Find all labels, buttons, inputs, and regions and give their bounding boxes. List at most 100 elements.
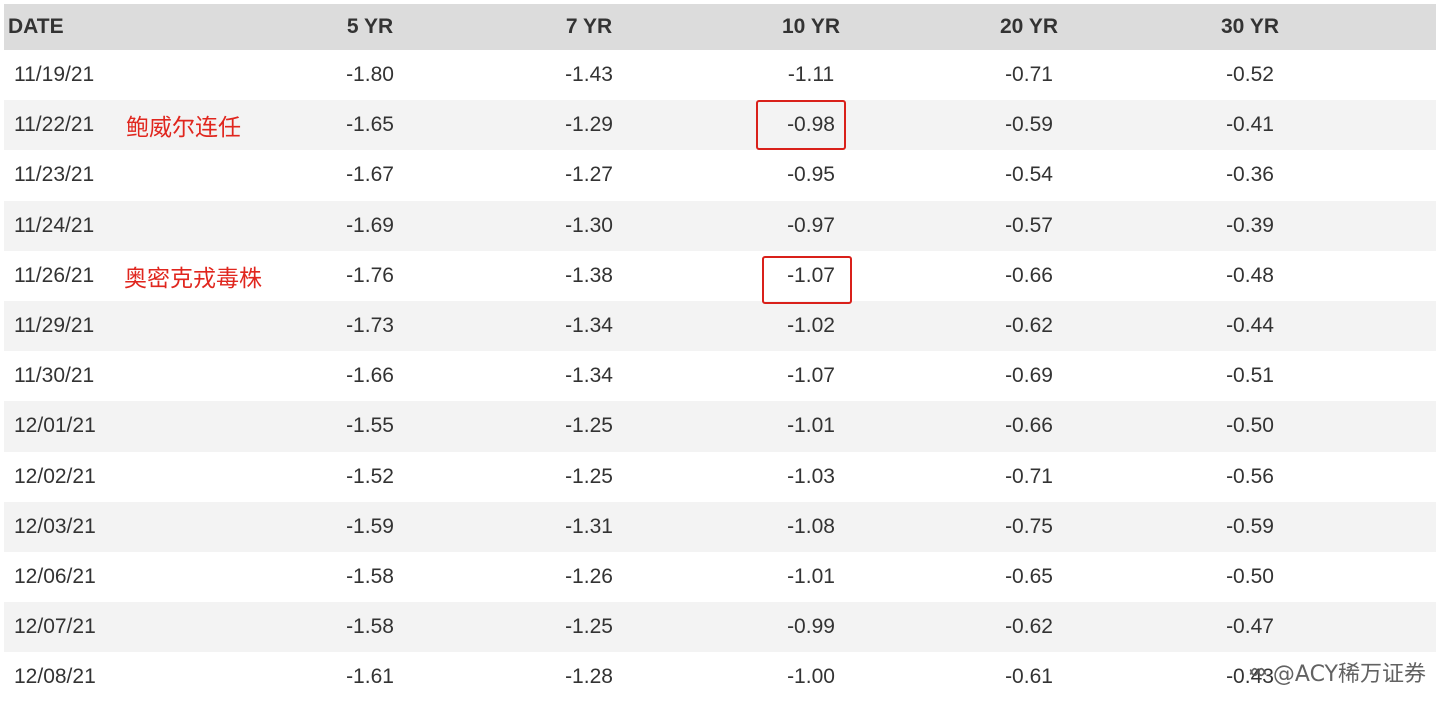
yield-table: DATE 5 YR 7 YR 10 YR 20 YR 30 YR 11/19/2…	[4, 4, 1436, 702]
table-row: 11/22/21 -1.65 -1.29 -0.98 -0.59 -0.41 鲍威尔连任	[4, 100, 1436, 151]
table-body: 11/19/21 -1.80 -1.43 -1.11 -0.71 -0.52 11/22/2…	[4, 50, 1436, 702]
cell-7yr: -1.30	[565, 213, 613, 237]
cell-5yr: -1.58	[346, 615, 394, 639]
cell-5yr: -1.59	[346, 514, 394, 538]
cell-10yr: -1.08	[787, 514, 835, 538]
header-20yr: 20 YR	[1000, 15, 1058, 38]
cell-5yr: -1.65	[346, 113, 394, 137]
cell-7yr: -1.25	[565, 464, 613, 488]
cell-date: 11/19/21	[14, 63, 95, 87]
cell-5yr: -1.76	[346, 263, 394, 287]
table-row: 11/23/21 -1.67 -1.27 -0.95 -0.54 -0.36	[4, 150, 1436, 200]
cell-7yr: -1.26	[565, 564, 613, 588]
cell-5yr: -1.69	[346, 213, 394, 237]
table-row: 11/30/21 -1.66 -1.34 -1.07 -0.69 -0.51	[4, 351, 1436, 401]
cell-date: 12/02/21	[14, 464, 96, 488]
cell-20yr: -0.65	[1005, 564, 1053, 588]
header-10yr: 10 YR	[782, 15, 840, 38]
cell-date: 11/24/21	[14, 213, 95, 237]
cell-7yr: -1.27	[565, 163, 613, 187]
cell-date: 12/07/21	[14, 615, 96, 639]
cell-7yr: -1.29	[565, 113, 613, 137]
cell-30yr: -0.44	[1226, 314, 1274, 338]
cell-30yr: -0.50	[1226, 564, 1274, 588]
table-row: 12/03/21 -1.59 -1.31 -1.08 -0.75 -0.59	[4, 501, 1436, 552]
wechat-channel-icon	[1249, 667, 1267, 677]
cell-5yr: -1.80	[346, 63, 394, 87]
cell-7yr: -1.28	[565, 665, 613, 689]
cell-date: 11/22/21	[14, 113, 95, 137]
header-30yr: 30 YR	[1221, 15, 1279, 38]
table-row: 11/29/21 -1.73 -1.34 -1.02 -0.62 -0.44	[4, 300, 1436, 352]
cell-7yr: -1.25	[565, 414, 613, 438]
cell-7yr: -1.34	[565, 364, 613, 388]
cell-20yr: -0.54	[1005, 163, 1053, 187]
cell-30yr: -0.43	[1226, 665, 1274, 689]
table-row: 12/06/21 -1.58 -1.26 -1.01 -0.65 -0.50	[4, 552, 1436, 602]
cell-7yr: -1.43	[565, 63, 613, 87]
cell-10yr: -0.99	[787, 615, 835, 639]
table-row: 12/08/21 -1.61 -1.28 -1.00 -0.61 -0.43	[4, 652, 1436, 702]
cell-date: 12/08/21	[14, 665, 96, 689]
cell-5yr: -1.66	[346, 364, 394, 388]
watermark: @ACY稀万证券	[1247, 656, 1426, 688]
cell-10yr: -1.01	[787, 564, 835, 588]
cell-30yr: -0.50	[1226, 414, 1274, 438]
cell-30yr: -0.36	[1226, 163, 1274, 187]
cell-date: 11/23/21	[14, 163, 95, 187]
cell-5yr: -1.58	[346, 564, 394, 588]
cell-10yr: -1.07	[787, 263, 835, 287]
cell-date: 11/26/21	[14, 263, 95, 287]
cell-date: 12/01/21	[14, 414, 96, 438]
cell-20yr: -0.62	[1005, 615, 1053, 639]
cell-20yr: -0.59	[1005, 113, 1053, 137]
cell-20yr: -0.62	[1005, 314, 1053, 338]
cell-20yr: -0.71	[1005, 63, 1053, 87]
cell-20yr: -0.66	[1005, 263, 1053, 287]
cell-20yr: -0.61	[1005, 665, 1053, 689]
cell-30yr: -0.52	[1226, 63, 1274, 87]
watermark-text: @ACY稀万证券	[1272, 662, 1426, 687]
cell-10yr: -0.98	[787, 113, 835, 137]
table-row: 11/24/21 -1.69 -1.30 -0.97 -0.57 -0.39	[4, 200, 1436, 251]
cell-30yr: -0.41	[1226, 113, 1274, 137]
table-row: 12/01/21 -1.55 -1.25 -1.01 -0.66 -0.50	[4, 401, 1436, 452]
cell-10yr: -1.01	[787, 414, 835, 438]
table-row: 12/02/21 -1.52 -1.25 -1.03 -0.71 -0.56	[4, 452, 1436, 502]
cell-10yr: -0.97	[787, 213, 835, 237]
cell-30yr: -0.51	[1226, 364, 1274, 388]
cell-date: 12/06/21	[14, 564, 96, 588]
cell-20yr: -0.71	[1005, 464, 1053, 488]
header-date: DATE	[8, 15, 64, 38]
cell-5yr: -1.52	[346, 464, 394, 488]
cell-5yr: -1.67	[346, 163, 394, 187]
annotation-note: 鲍威尔连任	[126, 115, 241, 142]
cell-7yr: -1.31	[565, 514, 613, 538]
cell-10yr: -1.11	[787, 63, 835, 87]
cell-10yr: -1.02	[787, 314, 835, 338]
cell-5yr: -1.73	[346, 314, 394, 338]
cell-7yr: -1.34	[565, 314, 613, 338]
table-row: 12/07/21 -1.58 -1.25 -0.99 -0.62 -0.47	[4, 602, 1436, 653]
header-7yr: 7 YR	[565, 15, 613, 38]
cell-10yr: -1.00	[787, 665, 835, 689]
annotation-note: 奥密克戎毒株	[124, 265, 262, 292]
cell-date: 11/30/21	[14, 364, 95, 388]
cell-30yr: -0.47	[1226, 615, 1274, 639]
cell-10yr: -0.95	[787, 163, 835, 187]
cell-20yr: -0.75	[1005, 514, 1053, 538]
table-header-row: DATE 5 YR 7 YR 10 YR 20 YR 30 YR	[4, 4, 1436, 50]
cell-10yr: -1.07	[787, 364, 835, 388]
cell-30yr: -0.48	[1226, 263, 1274, 287]
cell-20yr: -0.66	[1005, 414, 1053, 438]
table-row: 11/19/21 -1.80 -1.43 -1.11 -0.71 -0.52	[4, 50, 1436, 100]
cell-30yr: -0.56	[1226, 464, 1274, 488]
cell-5yr: -1.61	[346, 665, 394, 689]
cell-20yr: -0.57	[1005, 213, 1053, 237]
cell-10yr: -1.03	[787, 464, 835, 488]
table-row: 11/26/21 -1.76 -1.38 -1.07 -0.66 -0.48 奥密克戎毒株	[4, 251, 1436, 301]
cell-5yr: -1.55	[346, 414, 394, 438]
header-5yr: 5 YR	[346, 15, 394, 38]
cell-7yr: -1.25	[565, 615, 613, 639]
cell-20yr: -0.69	[1005, 364, 1053, 388]
